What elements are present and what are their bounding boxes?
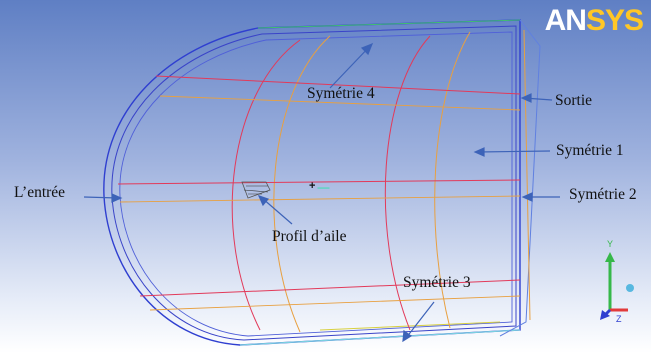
annotation-arrows xyxy=(83,42,560,343)
axis-x-marker xyxy=(626,284,634,292)
label-sortie: Sortie xyxy=(555,92,593,109)
axis-triad[interactable]: Y Z xyxy=(590,236,640,326)
outer-boundary-3 xyxy=(119,31,513,337)
red-line-top xyxy=(155,75,521,95)
orange-line-top xyxy=(159,95,521,111)
airfoil-profile xyxy=(241,181,271,199)
orange-line-mid xyxy=(119,195,521,203)
right-face-edge xyxy=(499,19,541,337)
origin-label-icon: ▬▬ xyxy=(317,185,330,191)
orange-arc-2 xyxy=(434,31,471,329)
arrow-symetrie3 xyxy=(405,301,435,339)
red-line-bottom xyxy=(139,279,521,297)
arrow-symetrie1 xyxy=(477,150,551,153)
axis-y-label: Y xyxy=(607,239,613,249)
label-symetrie-4: Symétrie 4 xyxy=(307,85,375,102)
ansys-logo: ANSYS xyxy=(544,4,644,37)
axis-z-label: Z xyxy=(616,314,622,324)
label-entree: L’entrée xyxy=(14,184,66,201)
origin-marker: + ▬▬ xyxy=(309,180,330,192)
label-symetrie-1: Symétrie 1 xyxy=(556,142,624,159)
red-arc-2 xyxy=(384,35,431,331)
bottom-edge-yellow xyxy=(319,321,501,331)
right-face-edge-2 xyxy=(523,29,531,321)
label-profil-aile: Profil d’aile xyxy=(272,228,347,245)
orange-line-bottom xyxy=(149,295,521,311)
label-symetrie-2: Symétrie 2 xyxy=(569,186,637,203)
red-arc-1 xyxy=(231,39,301,331)
label-symetrie-3: Symétrie 3 xyxy=(403,274,471,291)
red-line-mid xyxy=(117,179,521,185)
arrow-profil xyxy=(261,197,293,225)
outer-boundary xyxy=(103,19,521,346)
top-edge-green xyxy=(257,19,521,29)
bottom-edge-green xyxy=(239,329,521,346)
